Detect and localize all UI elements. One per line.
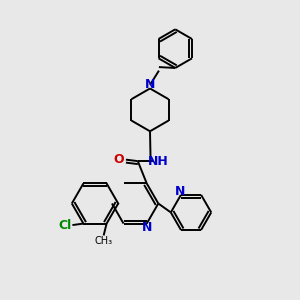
Text: Cl: Cl <box>58 219 71 232</box>
Text: O: O <box>114 153 124 166</box>
Text: CH₃: CH₃ <box>94 236 113 245</box>
Text: N: N <box>142 220 152 234</box>
Text: N: N <box>145 78 155 92</box>
Text: NH: NH <box>148 154 169 168</box>
Text: N: N <box>175 185 185 198</box>
